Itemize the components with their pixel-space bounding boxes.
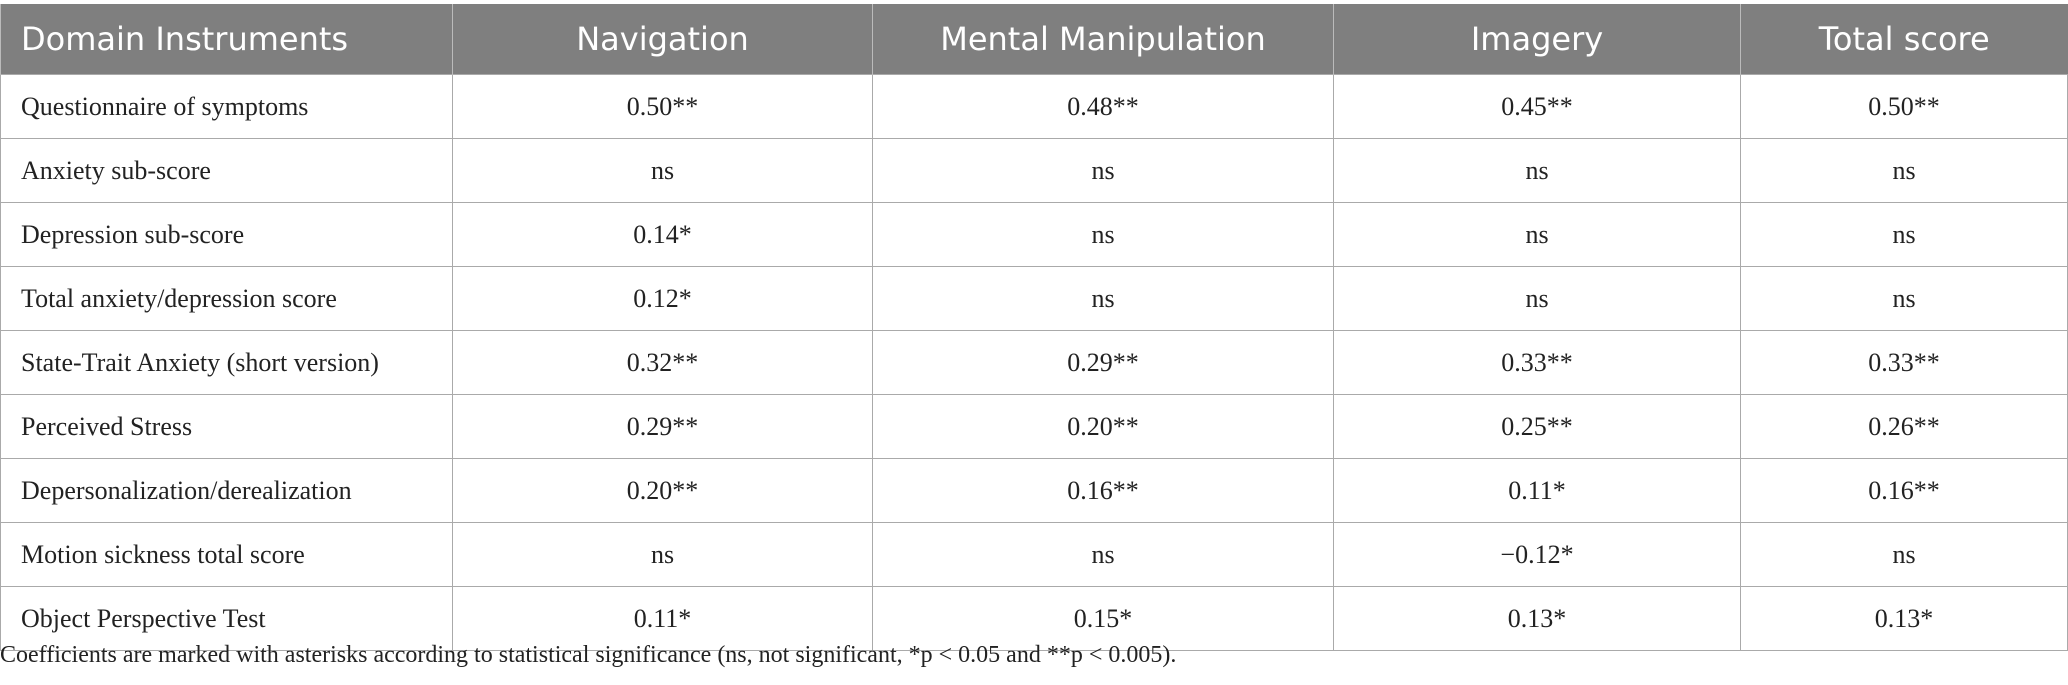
- table-cell: 0.25**: [1333, 394, 1741, 459]
- table-row: State-Trait Anxiety (short version) 0.32*…: [0, 330, 2068, 395]
- table-row: Perceived Stress 0.29** 0.20** 0.25** 0.26**: [0, 394, 2068, 459]
- table-cell: 0.12*: [452, 266, 873, 331]
- table-cell: 0.16**: [1740, 458, 2068, 523]
- table-cell: 0.14*: [452, 202, 873, 267]
- row-label: Anxiety sub-score: [0, 138, 453, 203]
- table-cell: ns: [1740, 266, 2068, 331]
- row-label: Total anxiety/depression score: [0, 266, 453, 331]
- table-cell: ns: [1333, 138, 1741, 203]
- table-row: Depression sub-score 0.14* ns ns ns: [0, 202, 2068, 267]
- table-cell: 0.13*: [1333, 586, 1741, 651]
- table-cell: 0.29**: [452, 394, 873, 459]
- table-cell: 0.15*: [872, 586, 1334, 651]
- table-cell: 0.11*: [1333, 458, 1741, 523]
- table-cell: ns: [452, 138, 873, 203]
- table-cell: 0.11*: [452, 586, 873, 651]
- table-cell: −0.12*: [1333, 522, 1741, 587]
- header-cell: Mental Manipulation: [872, 4, 1334, 75]
- table-cell: 0.48**: [872, 74, 1334, 139]
- row-label: Depression sub-score: [0, 202, 453, 267]
- table-cell: 0.20**: [872, 394, 1334, 459]
- table-cell: ns: [1333, 266, 1741, 331]
- table-cell: ns: [872, 522, 1334, 587]
- table-cell: ns: [1740, 202, 2068, 267]
- header-cell: Domain Instruments: [0, 4, 453, 75]
- table-cell: ns: [872, 202, 1334, 267]
- table-cell: 0.50**: [1740, 74, 2068, 139]
- table-cell: ns: [452, 522, 873, 587]
- table-cell: 0.50**: [452, 74, 873, 139]
- table-body: Questionnaire of symptoms 0.50** 0.48** 0.4…: [0, 74, 2068, 651]
- table-row: Questionnaire of symptoms 0.50** 0.48** 0.4…: [0, 74, 2068, 139]
- table-cell: ns: [872, 138, 1334, 203]
- table-cell: ns: [872, 266, 1334, 331]
- table-cell: 0.13*: [1740, 586, 2068, 651]
- row-label: Motion sickness total score: [0, 522, 453, 587]
- table-cell: ns: [1740, 522, 2068, 587]
- table-cell: 0.20**: [452, 458, 873, 523]
- table-cell: 0.32**: [452, 330, 873, 395]
- table-row: Anxiety sub-score ns ns ns ns: [0, 138, 2068, 203]
- footnote: Coefficients are marked with asterisks a…: [0, 642, 1177, 668]
- header-row: Domain Instruments Navigation Mental Manip…: [0, 4, 2068, 75]
- table-row: Depersonalization/derealization 0.20** 0.1…: [0, 458, 2068, 523]
- table-cell: 0.33**: [1333, 330, 1741, 395]
- table-cell: ns: [1740, 138, 2068, 203]
- row-label: Questionnaire of symptoms: [0, 74, 453, 139]
- table-row: Object Perspective Test 0.11* 0.15* 0.13* 0.…: [0, 586, 2068, 651]
- table-cell: 0.29**: [872, 330, 1334, 395]
- table-cell: 0.33**: [1740, 330, 2068, 395]
- table-cell: 0.45**: [1333, 74, 1741, 139]
- table-cell: ns: [1333, 202, 1741, 267]
- row-label: Depersonalization/derealization: [0, 458, 453, 523]
- header-cell: Imagery: [1333, 4, 1741, 75]
- row-label: State-Trait Anxiety (short version): [0, 330, 453, 395]
- header-cell: Total score: [1740, 4, 2068, 75]
- table-cell: 0.26**: [1740, 394, 2068, 459]
- header-cell: Navigation: [452, 4, 873, 75]
- row-label: Perceived Stress: [0, 394, 453, 459]
- row-label: Object Perspective Test: [0, 586, 453, 651]
- table-cell: 0.16**: [872, 458, 1334, 523]
- table-row: Total anxiety/depression score 0.12* ns ns n…: [0, 266, 2068, 331]
- table-row: Motion sickness total score ns ns −0.12* ns: [0, 522, 2068, 587]
- correlation-table: Domain Instruments Navigation Mental Manip…: [0, 4, 2068, 651]
